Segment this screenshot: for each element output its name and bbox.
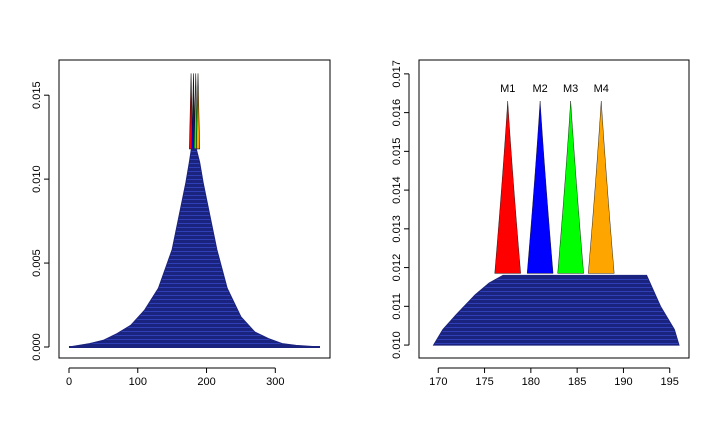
peak-m4 <box>588 100 615 274</box>
left-x-tick-label: 300 <box>266 376 284 388</box>
right-y-tick-label: 0.014 <box>391 176 403 204</box>
left-density-panel: 0 100 200 300 0.000 0.005 0.010 0.015 <box>31 59 331 388</box>
peak-m1 <box>494 100 521 274</box>
left-spike-m4 <box>196 73 200 150</box>
right-x-tick-label: 170 <box>429 376 447 388</box>
peak-label-m3: M3 <box>563 83 578 95</box>
right-x-axis: 170 175 180 185 190 195 <box>429 367 679 388</box>
right-y-tick-label: 0.011 <box>391 293 403 320</box>
right-x-tick-label: 195 <box>661 376 679 388</box>
left-y-tick-label: 0.015 <box>31 81 43 109</box>
peak-m2 <box>526 100 554 274</box>
left-y-tick-label: 0.005 <box>31 249 43 277</box>
right-x-tick-label: 185 <box>568 376 586 388</box>
left-x-tick-label: 200 <box>197 376 215 388</box>
left-y-tick-label: 0.010 <box>31 165 43 193</box>
right-x-tick-label: 180 <box>522 376 540 388</box>
left-density-body <box>68 148 321 348</box>
left-x-tick-label: 100 <box>129 376 147 388</box>
left-y-axis: 0.000 0.005 0.010 0.015 <box>31 81 50 361</box>
right-y-axis: 0.010 0.011 0.012 0.013 0.014 0.015 0.016 0.017 <box>391 60 410 359</box>
peak-m3 <box>557 100 584 274</box>
peak-label-m4: M4 <box>594 83 609 95</box>
right-zoom-panel: 170 175 180 185 190 195 0.0100.0110.0120.0130… <box>391 59 690 388</box>
left-plot-frame <box>58 59 331 359</box>
peak-label-m2: M2 <box>532 83 547 95</box>
right-x-tick-label: 190 <box>614 376 632 388</box>
left-x-axis: 0 100 200 300 <box>66 367 284 388</box>
right-x-tick-label: 175 <box>475 376 493 388</box>
right-y-tick-label: 0.017 <box>391 60 403 88</box>
peak-label-m1: M1 <box>500 83 515 95</box>
left-plot-area <box>68 73 321 348</box>
left-y-tick-label: 0.000 <box>31 333 43 361</box>
left-x-tick-label: 0 <box>66 376 72 388</box>
right-y-tick-label: 0.013 <box>391 215 403 243</box>
right-y-tick-label: 0.016 <box>391 99 403 127</box>
right-plot-frame <box>418 59 690 359</box>
right-density-base <box>432 274 680 346</box>
right-y-tick-label: 0.010 <box>391 331 403 359</box>
right-y-tick-label: 0.012 <box>391 254 403 282</box>
peak-labels: M1 M2 M3 M4 <box>500 83 609 95</box>
right-y-tick-label: 0.015 <box>391 138 403 166</box>
right-plot-area <box>432 100 680 346</box>
